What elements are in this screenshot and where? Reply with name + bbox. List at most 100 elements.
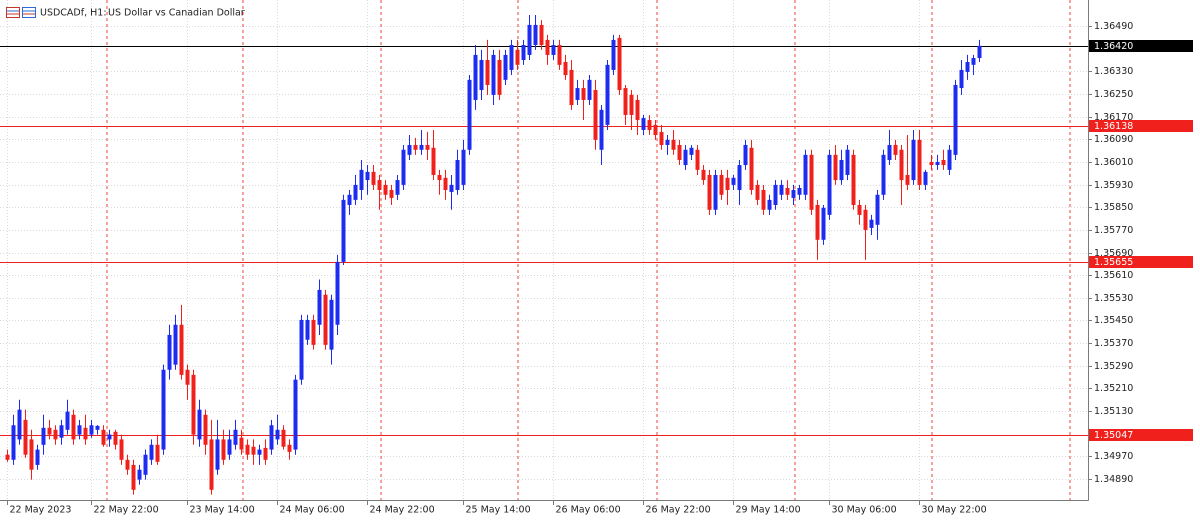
candle-body (527, 24, 532, 55)
candle-body (629, 94, 634, 115)
candle-body (305, 319, 310, 340)
candle-body (725, 177, 730, 190)
candle-body (563, 62, 568, 76)
candle-body (593, 90, 598, 140)
y-tick-label: 1.36090 (1094, 134, 1133, 145)
candle-body (821, 207, 826, 240)
candle-body (365, 171, 370, 181)
price-label-box (1089, 40, 1193, 52)
candle-body (389, 189, 394, 198)
y-tick-label: 1.35450 (1094, 315, 1133, 326)
candle-body (89, 425, 94, 435)
x-tick-label: 23 May 14:00 (190, 505, 255, 516)
candle-body (83, 427, 88, 440)
price-label-box (1089, 120, 1193, 132)
candle-body (473, 54, 478, 100)
candle-body (269, 425, 274, 450)
candle-body (863, 209, 868, 230)
candle-body (707, 174, 712, 210)
y-tick-label: 1.35130 (1094, 406, 1133, 417)
candle-body (833, 154, 838, 181)
candle-body (299, 319, 304, 380)
y-tick-label: 1.35610 (1094, 270, 1133, 281)
candle-body (461, 149, 466, 185)
candle-body (905, 174, 910, 185)
candle-body (641, 118, 646, 130)
candles (5, 15, 982, 495)
icon-frame (6, 7, 20, 18)
candle-body (341, 199, 346, 262)
symbol-icon (6, 7, 36, 18)
candle-body (239, 437, 244, 450)
candle-body (761, 189, 766, 210)
candle-body (557, 45, 562, 65)
candle-body (413, 144, 418, 150)
axes: 1.36490 1.36330 1.36250 1.36170 1.36090 1.360… (7, 21, 1193, 516)
candle-body (431, 147, 436, 175)
candle-body (653, 124, 658, 136)
candle-body (167, 334, 172, 370)
candle-body (785, 187, 790, 195)
candle-body (173, 324, 178, 365)
candle-body (947, 149, 952, 170)
candle-body (545, 39, 550, 55)
candle-body (311, 319, 316, 345)
x-tick-label: 22 May 22:00 (94, 505, 159, 516)
candle-body (125, 459, 130, 470)
candle-body (773, 184, 778, 205)
candle-body (353, 184, 358, 200)
grid-layer (0, 0, 1088, 500)
candle-body (929, 161, 934, 166)
candle-body (839, 159, 844, 181)
candle-body (323, 294, 328, 345)
candle-body (53, 429, 58, 440)
candle-body (407, 144, 412, 155)
candle-body (395, 180, 400, 195)
candle-body (233, 429, 238, 445)
candle-body (437, 174, 442, 181)
candle-body (485, 60, 490, 85)
candle-body (665, 139, 670, 145)
candle-body (317, 289, 322, 325)
candle-body (953, 84, 958, 155)
candle-body (491, 54, 496, 95)
price-label: 1.35655 (1094, 257, 1133, 268)
candle-body (245, 444, 250, 455)
price-label: 1.36420 (1094, 41, 1133, 52)
candle-body (401, 149, 406, 185)
candle-body (497, 60, 502, 95)
chart-title: USDCADf, H1: (40, 8, 107, 19)
candle-body (251, 446, 256, 455)
x-tick-label: 29 May 14:00 (736, 505, 801, 516)
candle-body (59, 425, 64, 438)
candle-body (779, 184, 784, 195)
y-tick-label: 1.35290 (1094, 361, 1133, 372)
candle-body (965, 62, 970, 72)
candle-body (425, 144, 430, 150)
x-tick-label: 26 May 22:00 (646, 505, 711, 516)
candle-body (275, 429, 280, 440)
candle-body (869, 219, 874, 228)
candle-body (23, 419, 28, 455)
candle-body (575, 88, 580, 100)
candle-body (623, 88, 628, 115)
candle-body (419, 144, 424, 150)
candle-body (677, 144, 682, 160)
candle-body (941, 159, 946, 166)
price-label: 1.36138 (1094, 121, 1133, 132)
candle-body (659, 131, 664, 145)
candle-body (767, 199, 772, 210)
candle-body (137, 469, 142, 480)
y-tick-label: 1.36330 (1094, 66, 1133, 77)
candle-body (551, 45, 556, 55)
candle-body (479, 60, 484, 91)
x-tick-label: 30 May 22:00 (922, 505, 987, 516)
candle-body (581, 88, 586, 100)
candle-body (131, 464, 136, 490)
candle-body (719, 174, 724, 195)
candle-body (683, 149, 688, 166)
candle-body (713, 174, 718, 210)
candle-body (935, 161, 940, 166)
icon-frame (22, 7, 36, 18)
